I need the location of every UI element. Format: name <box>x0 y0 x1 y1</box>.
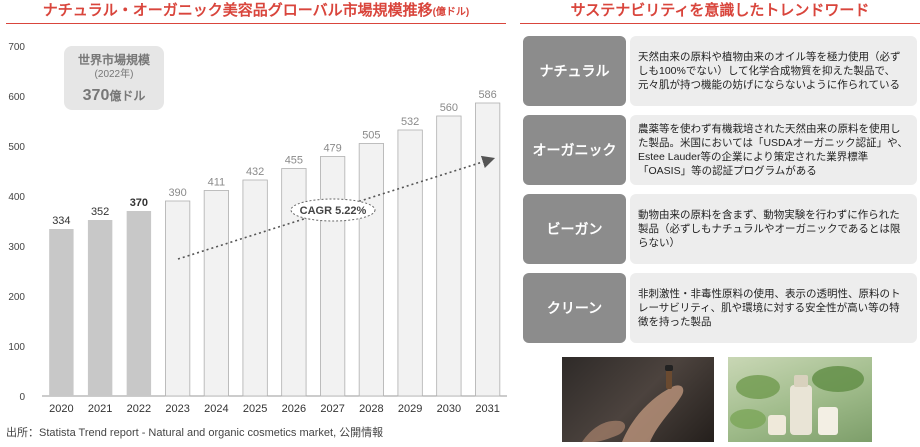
bar <box>165 200 191 397</box>
callout-title: 世界市場規模 <box>78 52 151 67</box>
y-tick-label: 400 <box>8 192 25 203</box>
market-callout-box <box>64 46 164 110</box>
bar <box>203 190 229 397</box>
data-label: 479 <box>323 143 341 155</box>
data-label: 432 <box>246 166 264 178</box>
data-label: 560 <box>440 102 458 114</box>
photo-hand-dropper-illustration <box>582 365 684 442</box>
cagr-label: CAGR 5.22% <box>300 205 367 217</box>
x-tick-label: 2030 <box>437 403 461 415</box>
x-tick-label: 2022 <box>127 403 151 415</box>
trend-desc-organic: 農薬等を使わず有機栽培された天然由来の原料を使用した製品。米国においては「USD… <box>630 115 917 185</box>
photo-botanical-illustration <box>730 366 864 435</box>
bar <box>397 129 423 397</box>
data-label: 390 <box>168 187 186 199</box>
data-label: 411 <box>208 177 226 189</box>
cagr-badge <box>290 198 376 222</box>
y-tick-label: 100 <box>8 342 25 353</box>
trend-desc-natural: 天然由来の原料や植物由来のオイル等を極力使用（必ずしも100%でない）して化学合… <box>630 36 917 106</box>
x-tick-label: 2029 <box>398 403 422 415</box>
data-label: 532 <box>401 116 419 128</box>
source-note: 出所：Statista Trend report - Natural and o… <box>6 427 384 439</box>
trend-row-organic: オーガニック 農薬等を使わず有機栽培された天然由来の原料を使用した製品。米国にお… <box>523 115 917 185</box>
chart-section-title: ナチュラル・オーガニック美容品グローバル市場規模推移(億ドル) <box>6 0 506 22</box>
trend-desc-clean: 非刺激性・非毒性原料の使用、表示の透明性、原料のトレーサビリティ、肌や環境に対す… <box>630 273 917 343</box>
data-label: 455 <box>285 155 303 167</box>
trend-label-natural: ナチュラル <box>523 36 626 106</box>
y-tick-label: 500 <box>8 142 25 153</box>
bar <box>242 179 268 397</box>
x-tick-label: 2025 <box>243 403 267 415</box>
trend-label-clean: クリーン <box>523 273 626 343</box>
trend-row-clean: クリーン 非刺激性・非毒性原料の使用、表示の透明性、原料のトレーサビリティ、肌や… <box>523 273 917 343</box>
trend-title-rule <box>520 23 920 24</box>
data-label: 334 <box>52 215 70 227</box>
trend-desc-vegan: 動物由来の原料を含まず、動物実験を行わずに作られた製品（必ずしもナチュラルやオー… <box>630 194 917 264</box>
bar <box>49 229 74 396</box>
x-tick-label: 2028 <box>359 403 383 415</box>
x-tick-label: 2021 <box>88 403 112 415</box>
bar <box>436 115 462 397</box>
bar <box>475 102 501 397</box>
photo-hand-dropper <box>562 357 714 442</box>
x-tick-label: 2027 <box>320 403 344 415</box>
data-label: 586 <box>478 89 496 101</box>
bar <box>358 143 384 397</box>
trend-label-vegan: ビーガン <box>523 194 626 264</box>
chart-title: ナチュラル・オーガニック美容品グローバル市場規模推移 <box>42 2 433 19</box>
callout-value: 370 <box>83 87 110 104</box>
y-tick-label: 600 <box>8 92 25 103</box>
trend-row-vegan: ビーガン 動物由来の原料を含まず、動物実験を行わずに作られた製品（必ずしもナチュ… <box>523 194 917 264</box>
trend-label-organic: オーガニック <box>523 115 626 185</box>
data-label: 505 <box>362 130 380 142</box>
market-size-chart: 0 100 200 300 400 500 600 700 334 2020 352 2021 370 2… <box>8 42 507 415</box>
x-tick-label: 2024 <box>204 403 228 415</box>
y-tick-label: 700 <box>8 42 25 53</box>
data-label: 352 <box>91 206 109 218</box>
x-tick-label: 2023 <box>165 403 189 415</box>
y-tick-label: 0 <box>19 392 25 403</box>
photo-botanical-products <box>728 357 872 442</box>
x-tick-label: 2026 <box>282 403 306 415</box>
x-tick-label: 2020 <box>49 403 73 415</box>
trend-row-natural: ナチュラル 天然由来の原料や植物由来のオイル等を極力使用（必ずしも100%でない… <box>523 36 917 106</box>
chart-title-rule <box>6 23 506 24</box>
bar <box>126 211 152 396</box>
chart-title-unit: (億ドル) <box>432 7 470 18</box>
bar <box>87 220 113 396</box>
callout-value-line: 370億ドル <box>83 87 146 104</box>
x-tick-label: 2031 <box>475 403 499 415</box>
trend-section-title: サステナビリティを意識したトレンドワード <box>570 2 870 19</box>
callout-year: (2022年) <box>95 67 134 80</box>
data-label: 370 <box>130 197 148 209</box>
y-tick-label: 200 <box>8 292 25 303</box>
y-tick-label: 300 <box>8 242 25 253</box>
bar <box>320 156 346 397</box>
callout-unit: 億ドル <box>109 88 145 103</box>
